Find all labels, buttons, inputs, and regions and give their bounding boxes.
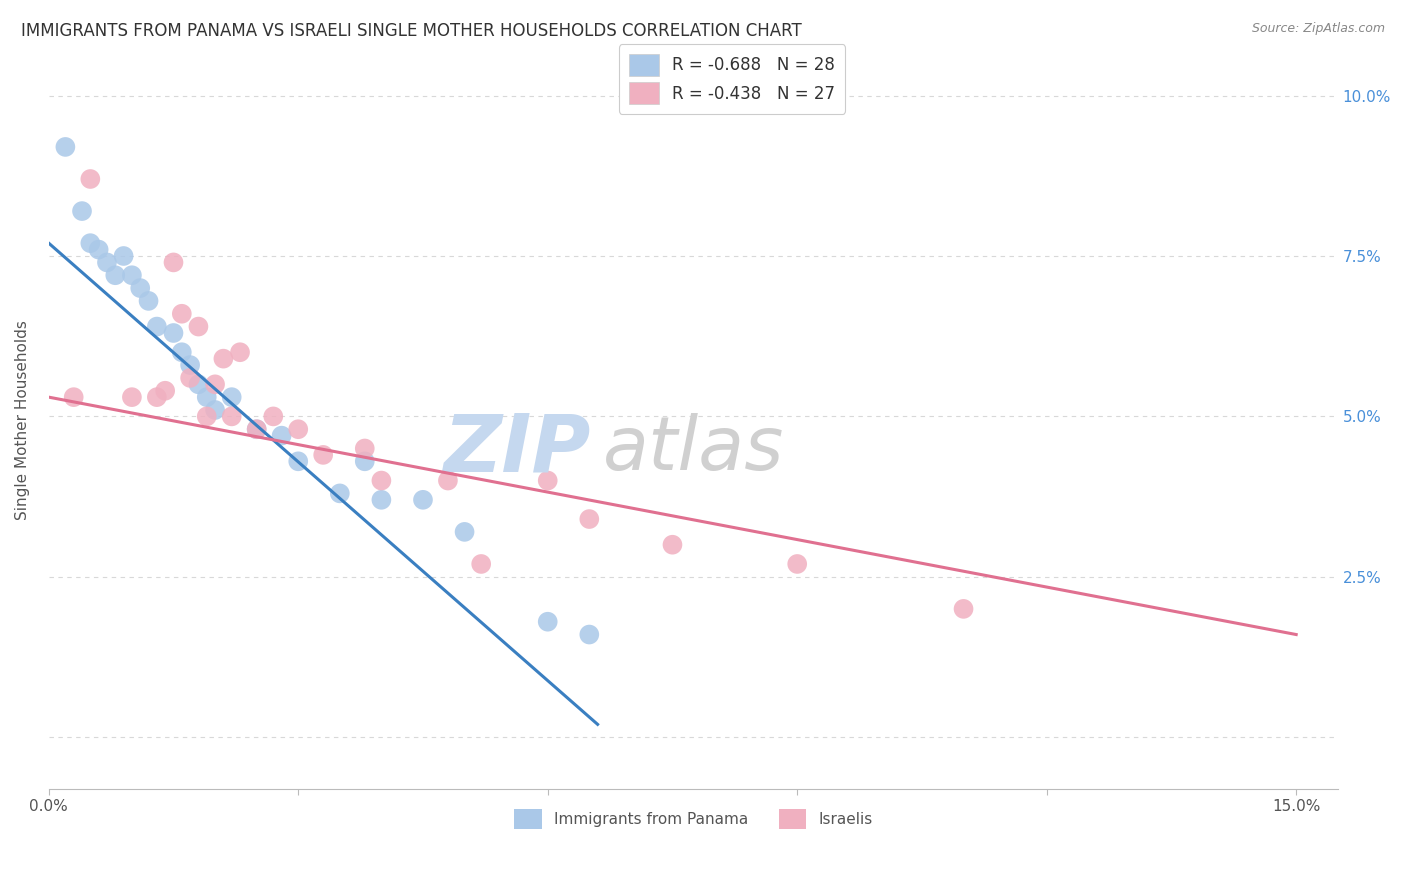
Point — [112, 249, 135, 263]
Point — [121, 390, 143, 404]
Point — [470, 557, 492, 571]
Text: ZIP: ZIP — [443, 410, 591, 488]
Point — [412, 492, 434, 507]
Point — [96, 255, 118, 269]
Point — [537, 615, 560, 629]
Point — [153, 384, 176, 398]
Point — [329, 486, 352, 500]
Point — [262, 409, 284, 424]
Point — [79, 236, 101, 251]
Text: Source: ZipAtlas.com: Source: ZipAtlas.com — [1251, 22, 1385, 36]
Point — [204, 403, 226, 417]
Point — [204, 377, 226, 392]
Point — [287, 454, 309, 468]
Point — [195, 409, 218, 424]
Point — [55, 140, 77, 154]
Point — [187, 319, 209, 334]
Point — [170, 345, 193, 359]
Point — [353, 442, 375, 456]
Point — [79, 172, 101, 186]
Point — [179, 358, 201, 372]
Point — [578, 627, 600, 641]
Point — [221, 390, 243, 404]
Point — [70, 204, 93, 219]
Point — [162, 326, 184, 340]
Point — [104, 268, 127, 283]
Point — [146, 390, 169, 404]
Point — [437, 474, 460, 488]
Point — [370, 492, 392, 507]
Text: atlas: atlas — [603, 413, 785, 485]
Point — [287, 422, 309, 436]
Point — [661, 538, 683, 552]
Point — [179, 371, 201, 385]
Point — [170, 307, 193, 321]
Point — [270, 428, 292, 442]
Y-axis label: Single Mother Households: Single Mother Households — [15, 319, 30, 519]
Legend: Immigrants from Panama, Israelis: Immigrants from Panama, Israelis — [506, 801, 880, 836]
Point — [121, 268, 143, 283]
Point — [537, 474, 560, 488]
Point — [353, 454, 375, 468]
Point — [62, 390, 84, 404]
Point — [195, 390, 218, 404]
Point — [162, 255, 184, 269]
Point — [952, 602, 974, 616]
Point — [453, 524, 475, 539]
Point — [87, 243, 110, 257]
Text: IMMIGRANTS FROM PANAMA VS ISRAELI SINGLE MOTHER HOUSEHOLDS CORRELATION CHART: IMMIGRANTS FROM PANAMA VS ISRAELI SINGLE… — [21, 22, 801, 40]
Point — [229, 345, 252, 359]
Point — [786, 557, 808, 571]
Point — [212, 351, 235, 366]
Point — [370, 474, 392, 488]
Point — [578, 512, 600, 526]
Point — [246, 422, 269, 436]
Point — [246, 422, 269, 436]
Point — [129, 281, 152, 295]
Point — [312, 448, 335, 462]
Point — [138, 293, 160, 308]
Point — [221, 409, 243, 424]
Point — [187, 377, 209, 392]
Point — [146, 319, 169, 334]
